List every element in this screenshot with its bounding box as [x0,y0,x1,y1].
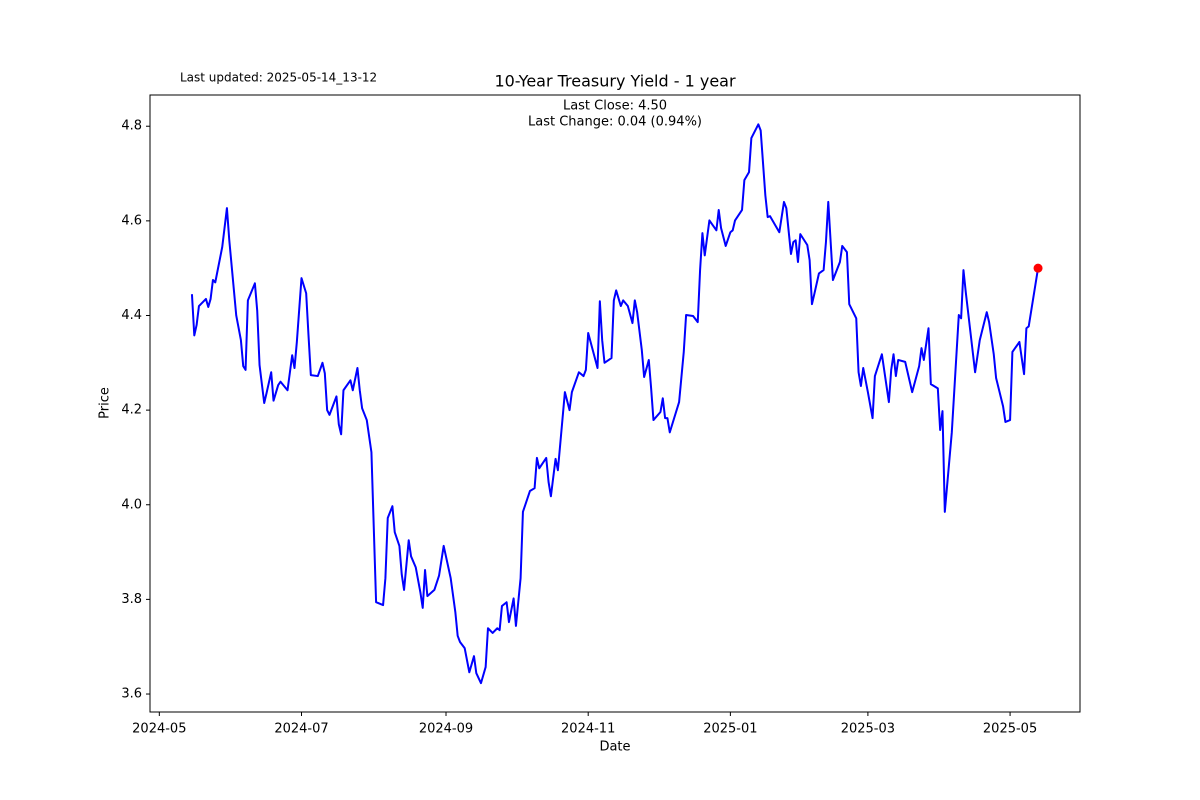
plot-frame [149,94,1081,713]
last-updated: Last updated: 2025-05-14_13-12 [180,71,377,85]
x-tick-label: 2025-05 [983,722,1037,737]
x-tick-label: 2024-11 [561,722,615,737]
y-tick-label: 3.8 [121,592,142,607]
price-line [190,123,1040,685]
last-point [1033,263,1043,273]
x-tick-label: 2025-01 [703,722,757,737]
y-tick-label: 4.2 [121,403,142,418]
y-tick-label: 4.6 [121,213,142,228]
x-tick-label: 2024-05 [132,722,186,737]
y-tick-label: 4.4 [121,308,142,323]
y-tick-label: 4.0 [121,497,142,512]
annotation: Last Change: 0.04 (0.94%) [528,115,702,130]
y-axis-label: Price [98,387,113,419]
x-tick-label: 2024-09 [419,722,473,737]
y-tick-label: 4.8 [121,119,142,134]
chart-title: 10-Year Treasury Yield - 1 year [494,72,736,91]
y-tick-label: 3.6 [121,687,142,702]
x-tick-label: 2025-03 [841,722,895,737]
annotation: Last Close: 4.50 [563,99,667,114]
x-tick-label: 2024-07 [274,722,328,737]
x-axis-label: Date [599,740,630,755]
